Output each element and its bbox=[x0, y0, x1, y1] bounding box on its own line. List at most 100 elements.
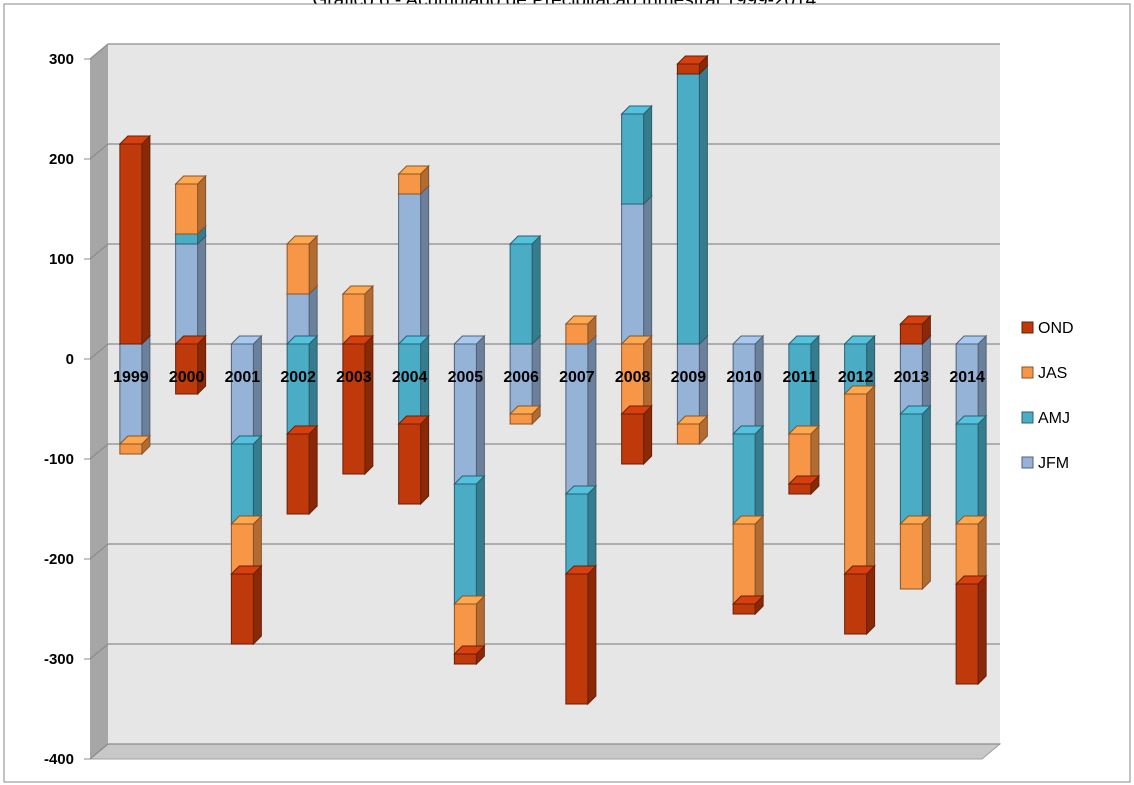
bar-segment-ond-2010 bbox=[731, 594, 765, 616]
bar-segment-jfm-2002 bbox=[285, 284, 319, 346]
bar-side bbox=[921, 514, 931, 591]
y-tick-label: 0 bbox=[66, 351, 74, 368]
bar-side bbox=[587, 334, 597, 496]
y-tick-label: -200 bbox=[44, 551, 74, 568]
bar-front bbox=[119, 143, 143, 345]
x-category-label: 2006 bbox=[503, 369, 539, 386]
bar-segment-jas-2010 bbox=[731, 514, 765, 606]
bar-segment-amj-2001 bbox=[230, 434, 263, 526]
bar-segment-amj-2008 bbox=[620, 104, 653, 206]
bar-side bbox=[308, 424, 318, 516]
bar-side bbox=[977, 414, 987, 526]
bar-front bbox=[732, 343, 756, 435]
legend-label: OND bbox=[1038, 320, 1074, 337]
bar-segment-jas-2000 bbox=[174, 174, 207, 236]
bar-front bbox=[732, 523, 756, 605]
x-category-label: 2012 bbox=[838, 369, 874, 386]
bar-front bbox=[899, 413, 923, 525]
bar-side bbox=[420, 184, 430, 346]
bar-segment-amj-2013 bbox=[899, 404, 932, 526]
bar-side bbox=[364, 284, 374, 346]
x-category-label: 2008 bbox=[615, 369, 651, 386]
legend-item-amj: AMJ bbox=[1021, 410, 1070, 427]
bar-front bbox=[175, 233, 199, 245]
bar-segment-ond-2005 bbox=[453, 644, 486, 666]
bar-side bbox=[587, 564, 597, 706]
bar-side bbox=[197, 174, 207, 236]
x-category-label: 2003 bbox=[336, 369, 372, 386]
bar-segment-jfm-2007 bbox=[564, 334, 598, 496]
x-category-label: 2004 bbox=[392, 369, 428, 386]
bar-front bbox=[732, 433, 756, 525]
bar-front bbox=[286, 433, 310, 515]
bar-segment-ond-2003 bbox=[341, 334, 375, 476]
bar-front bbox=[509, 243, 533, 345]
bar-front bbox=[844, 573, 868, 635]
bar-segment-jas-2001 bbox=[230, 514, 263, 576]
bar-segment-ond-2008 bbox=[620, 404, 653, 466]
x-category-label: 2010 bbox=[726, 369, 762, 386]
legend-swatch bbox=[1021, 366, 1034, 379]
gridline-side bbox=[89, 443, 109, 460]
bar-segment-amj-2002 bbox=[285, 334, 319, 436]
bar-front bbox=[230, 443, 254, 525]
bar-front bbox=[732, 603, 756, 615]
bar-segment-ond-2007 bbox=[564, 564, 598, 706]
bar-segment-jfm-2014 bbox=[954, 334, 988, 426]
legend-label: JAS bbox=[1038, 365, 1067, 382]
bar-side bbox=[475, 334, 485, 486]
bar-side bbox=[977, 514, 987, 586]
bar-segment-ond-2013 bbox=[899, 314, 932, 346]
bar-segment-amj-2004 bbox=[397, 334, 430, 426]
bar-segment-jas-2006 bbox=[508, 404, 542, 426]
legend: OND JAS AMJ JFM bbox=[1021, 320, 1074, 472]
bar-front bbox=[453, 653, 477, 665]
bar-segment-jfm-2004 bbox=[397, 184, 430, 346]
bar-side bbox=[866, 384, 876, 576]
y-tick-label: 100 bbox=[49, 251, 74, 268]
x-category-label: 2000 bbox=[169, 369, 205, 386]
bar-segment-ond-2009 bbox=[676, 54, 709, 76]
bar-segment-jas-1999 bbox=[118, 434, 152, 456]
bar-side bbox=[364, 334, 374, 476]
bar-segment-ond-2014 bbox=[954, 574, 988, 686]
bar-front bbox=[509, 413, 533, 425]
bar-front bbox=[676, 423, 700, 445]
bar-segment-jfm-2000 bbox=[174, 234, 207, 346]
bar-front bbox=[119, 443, 143, 455]
bar-side bbox=[643, 194, 653, 346]
y-axis: 300 200 100 0 -100 -200 -300 -400 bbox=[44, 51, 90, 768]
bar-front bbox=[565, 343, 589, 495]
bar-segment-jas-2002 bbox=[285, 234, 319, 296]
bar-front bbox=[676, 73, 700, 345]
bar-segment-ond-1999 bbox=[118, 134, 152, 346]
x-category-label: 2009 bbox=[671, 369, 707, 386]
gridline-side bbox=[89, 743, 109, 760]
bar-front bbox=[899, 523, 923, 590]
bar-side bbox=[643, 104, 653, 206]
bar-segment-amj-2005 bbox=[453, 474, 486, 606]
bar-front bbox=[398, 423, 422, 505]
bar-side bbox=[810, 424, 820, 486]
bar-segment-ond-2004 bbox=[397, 414, 430, 506]
x-axis-categories: 1999 2000 2001 2002 2003 2004 2005 2006 2007 2008… bbox=[113, 369, 985, 386]
x-category-label: 2005 bbox=[448, 369, 484, 386]
bar-front bbox=[398, 173, 422, 195]
bar-front bbox=[621, 113, 645, 205]
bar-segment-amj-2007 bbox=[564, 484, 598, 576]
bar-side bbox=[420, 414, 430, 506]
bar-front bbox=[788, 483, 812, 495]
bar-segment-jas-2003 bbox=[341, 284, 375, 346]
bar-segment-jfm-2001 bbox=[230, 334, 263, 446]
bar-front bbox=[342, 343, 366, 475]
bar-side bbox=[643, 404, 653, 466]
bar-front bbox=[175, 183, 199, 235]
bar-segment-ond-2011 bbox=[787, 474, 821, 496]
gridline-side bbox=[89, 643, 109, 660]
bar-front bbox=[676, 63, 700, 75]
bar-front bbox=[955, 523, 979, 585]
gridline-side bbox=[89, 43, 109, 60]
bar-front bbox=[621, 413, 645, 465]
bar-side bbox=[475, 594, 485, 656]
